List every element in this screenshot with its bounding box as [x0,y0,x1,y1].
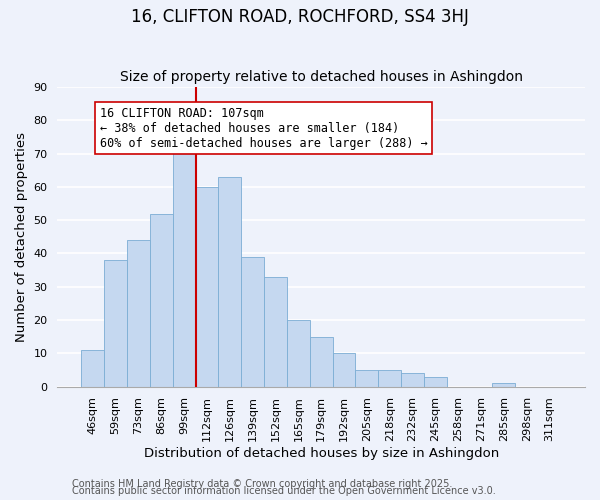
Bar [173,150,196,386]
Text: Contains HM Land Registry data © Crown copyright and database right 2025.: Contains HM Land Registry data © Crown c… [72,479,452,489]
Text: 16 CLIFTON ROAD: 107sqm
← 38% of detached houses are smaller (184)
60% of semi-d: 16 CLIFTON ROAD: 107sqm ← 38% of detache… [100,106,427,150]
Bar [241,257,264,386]
Bar [104,260,127,386]
Bar [332,354,355,386]
Bar [218,177,241,386]
Bar [424,376,447,386]
Bar [310,336,332,386]
Bar [355,370,379,386]
Bar [287,320,310,386]
Bar [127,240,150,386]
Bar [196,187,218,386]
Bar [379,370,401,386]
Y-axis label: Number of detached properties: Number of detached properties [15,132,28,342]
Bar [264,277,287,386]
Text: 16, CLIFTON ROAD, ROCHFORD, SS4 3HJ: 16, CLIFTON ROAD, ROCHFORD, SS4 3HJ [131,8,469,26]
Bar [493,384,515,386]
Bar [401,374,424,386]
X-axis label: Distribution of detached houses by size in Ashingdon: Distribution of detached houses by size … [143,447,499,460]
Bar [82,350,104,387]
Title: Size of property relative to detached houses in Ashingdon: Size of property relative to detached ho… [120,70,523,85]
Bar [150,214,173,386]
Text: Contains public sector information licensed under the Open Government Licence v3: Contains public sector information licen… [72,486,496,496]
